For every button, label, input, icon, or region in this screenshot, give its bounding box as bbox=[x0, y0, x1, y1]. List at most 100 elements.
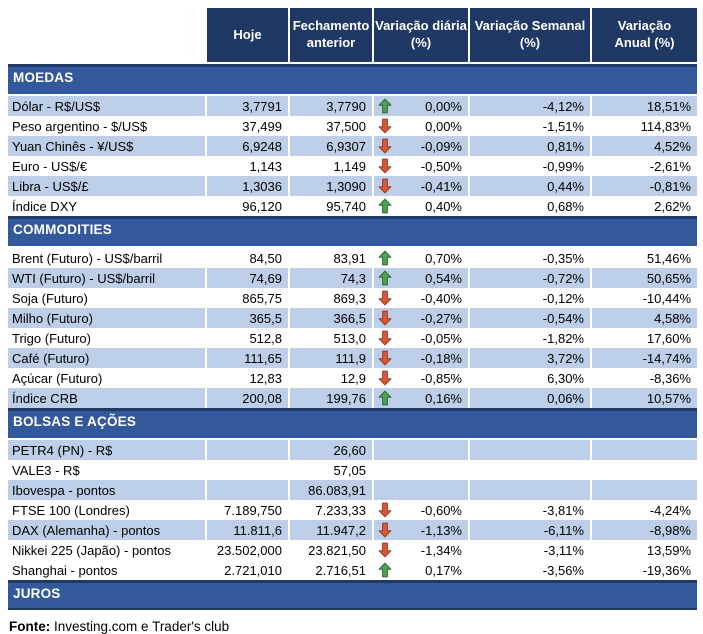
up-arrow-icon bbox=[378, 98, 392, 114]
column-header-variacao-diaria: Variação diária (%) bbox=[374, 8, 470, 62]
column-header-label: Variação bbox=[617, 18, 672, 34]
row-label-value: VALE3 - R$ bbox=[12, 462, 80, 478]
cell-fechamento-anterior-value: 2.716,51 bbox=[315, 562, 366, 578]
down-arrow-icon bbox=[378, 158, 392, 174]
cell-variacao-diaria: 0,70% bbox=[374, 248, 470, 268]
row-label-value: Dólar - R$/US$ bbox=[12, 98, 101, 114]
row-label: Trigo (Futuro) bbox=[8, 328, 207, 348]
cell-hoje: 1,3036 bbox=[207, 176, 290, 196]
row-label-value: FTSE 100 (Londres) bbox=[12, 502, 130, 518]
cell-variacao-diaria-value: -0,60% bbox=[420, 502, 462, 518]
cell-variacao-semanal: -0,99% bbox=[470, 156, 592, 176]
cell-hoje-value: 6,9248 bbox=[242, 138, 282, 154]
cell-variacao-anual: -2,61% bbox=[592, 156, 697, 176]
cell-variacao-semanal-value: -4,12% bbox=[542, 98, 584, 114]
table-row-euro-us: Euro - US$/€ 1,143 1,149 -0,50% -0,99% -2,61% bbox=[8, 156, 697, 176]
table-row-vale3-r: VALE3 - R$ 57,05 bbox=[8, 460, 697, 480]
row-label: DAX (Alemanha) - pontos bbox=[8, 520, 207, 540]
cell-variacao-anual-value: -4,24% bbox=[649, 502, 691, 518]
cell-variacao-diaria: -1,34% bbox=[374, 540, 470, 560]
row-label-value: Shanghai - pontos bbox=[12, 562, 118, 578]
cell-hoje: 37,499 bbox=[207, 116, 290, 136]
table-row-yuan-chines-us: Yuan Chinês - ¥/US$ 6,9248 6,9307 -0,09% 0,8… bbox=[8, 136, 697, 156]
cell-variacao-semanal-value: -1,51% bbox=[542, 118, 584, 134]
cell-variacao-anual: 50,65% bbox=[592, 268, 697, 288]
cell-variacao-diaria: -1,13% bbox=[374, 520, 470, 540]
cell-fechamento-anterior: 1,3090 bbox=[290, 176, 374, 196]
cell-variacao-semanal-value: -3,56% bbox=[542, 562, 584, 578]
table-header: Hoje Fechamento anterior Variação diária(… bbox=[8, 8, 697, 62]
cell-hoje-value: 1,143 bbox=[249, 158, 282, 174]
cell-variacao-semanal-value: 3,72% bbox=[547, 350, 584, 366]
row-label: Yuan Chinês - ¥/US$ bbox=[8, 136, 207, 156]
table-row-ftse-100-londres: FTSE 100 (Londres) 7.189,750 7.233,33 -0,60… bbox=[8, 500, 697, 520]
cell-variacao-semanal-value: 0,81% bbox=[547, 138, 584, 154]
cell-fechamento-anterior-value: 7.233,33 bbox=[315, 502, 366, 518]
row-label-value: Ibovespa - pontos bbox=[12, 482, 116, 498]
cell-variacao-anual-value: 114,83% bbox=[640, 118, 691, 134]
cell-variacao-anual-value: 4,52% bbox=[654, 138, 691, 154]
down-arrow-icon bbox=[378, 542, 392, 558]
cell-variacao-diaria: 0,40% bbox=[374, 196, 470, 216]
cell-fechamento-anterior: 12,9 bbox=[290, 368, 374, 388]
section-header-moedas: MOEDAS bbox=[8, 64, 697, 94]
down-arrow-icon bbox=[378, 310, 392, 326]
section-header-commodities: COMMODITIES bbox=[8, 216, 697, 246]
cell-variacao-diaria: -0,05% bbox=[374, 328, 470, 348]
cell-variacao-diaria-value: -1,13% bbox=[420, 522, 462, 538]
row-label: VALE3 - R$ bbox=[8, 460, 207, 480]
cell-hoje-value: 7.189,750 bbox=[224, 502, 282, 518]
cell-fechamento-anterior-value: 12,9 bbox=[340, 370, 366, 386]
cell-hoje-value: 2.721,010 bbox=[224, 562, 282, 578]
cell-fechamento-anterior: 11.947,2 bbox=[290, 520, 374, 540]
table-row-petr4-pn-r: PETR4 (PN) - R$ 26,60 bbox=[8, 440, 697, 460]
cell-variacao-semanal: -4,12% bbox=[470, 96, 592, 116]
cell-variacao-anual: 51,46% bbox=[592, 248, 697, 268]
cell-variacao-semanal: -1,82% bbox=[470, 328, 592, 348]
cell-fechamento-anterior: 26,60 bbox=[290, 440, 374, 460]
down-arrow-icon bbox=[378, 330, 392, 346]
cell-variacao-semanal-value: 0,06% bbox=[547, 390, 584, 406]
cell-variacao-diaria-value: 0,40% bbox=[425, 198, 462, 214]
row-label: PETR4 (PN) - R$ bbox=[8, 440, 207, 460]
cell-hoje: 865,75 bbox=[207, 288, 290, 308]
cell-hoje-value: 365,5 bbox=[249, 310, 282, 326]
down-arrow-icon bbox=[378, 350, 392, 366]
cell-hoje: 512,8 bbox=[207, 328, 290, 348]
cell-variacao-semanal: 6,30% bbox=[470, 368, 592, 388]
row-label-value: WTI (Futuro) - US$/barril bbox=[12, 270, 156, 286]
row-label: Ibovespa - pontos bbox=[8, 480, 207, 500]
cell-variacao-diaria: 0,00% bbox=[374, 96, 470, 116]
table-row-acucar-futuro: Açúcar (Futuro) 12,83 12,9 -0,85% 6,30% -8,36… bbox=[8, 368, 697, 388]
cell-fechamento-anterior: 366,5 bbox=[290, 308, 374, 328]
row-label: Brent (Futuro) - US$/barril bbox=[8, 248, 207, 268]
column-header-fechamento-anterior: Fechamento anterior bbox=[290, 8, 374, 62]
row-label-value: Euro - US$/€ bbox=[12, 158, 88, 174]
cell-variacao-anual: -0,81% bbox=[592, 176, 697, 196]
table-row-trigo-futuro: Trigo (Futuro) 512,8 513,0 -0,05% -1,82% 17,6… bbox=[8, 328, 697, 348]
cell-fechamento-anterior-value: 74,3 bbox=[340, 270, 366, 286]
cell-variacao-semanal-value: -3,81% bbox=[542, 502, 584, 518]
cell-fechamento-anterior-value: 23.821,50 bbox=[308, 542, 366, 558]
row-label: Nikkei 225 (Japão) - pontos bbox=[8, 540, 207, 560]
cell-variacao-semanal-value: -0,72% bbox=[542, 270, 584, 286]
cell-variacao-diaria: -0,27% bbox=[374, 308, 470, 328]
cell-variacao-diaria-value: -0,27% bbox=[420, 310, 462, 326]
cell-hoje-value: 74,69 bbox=[249, 270, 282, 286]
cell-variacao-semanal: -3,11% bbox=[470, 540, 592, 560]
table-row-indice-dxy: Índice DXY 96,120 95,740 0,40% 0,68% 2,62% bbox=[8, 196, 697, 216]
cell-hoje-value: 96,120 bbox=[242, 198, 282, 214]
row-label: Milho (Futuro) bbox=[8, 308, 207, 328]
cell-variacao-anual bbox=[592, 440, 697, 460]
cell-variacao-semanal: -3,56% bbox=[470, 560, 592, 580]
up-arrow-icon bbox=[378, 198, 392, 214]
down-arrow-icon bbox=[378, 290, 392, 306]
column-header-variacao-anual: Variação Anual (%) bbox=[592, 8, 697, 62]
cell-variacao-semanal-value: -6,11% bbox=[543, 522, 584, 538]
column-header-label: Fechamento bbox=[292, 18, 370, 34]
cell-variacao-diaria: -0,09% bbox=[374, 136, 470, 156]
cell-hoje: 2.721,010 bbox=[207, 560, 290, 580]
cell-variacao-anual-value: 50,65% bbox=[646, 270, 691, 286]
down-arrow-icon bbox=[378, 178, 392, 194]
cell-variacao-anual: -19,36% bbox=[592, 560, 697, 580]
